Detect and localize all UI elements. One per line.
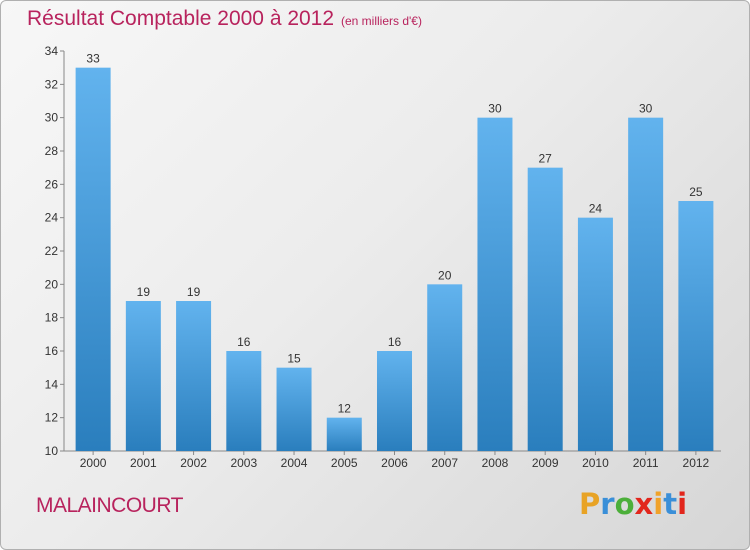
x-tick-label-2012: 2012 xyxy=(683,456,710,470)
x-tick-label-2011: 2011 xyxy=(633,456,659,470)
y-tick-label: 18 xyxy=(45,311,59,325)
x-tick-label-2009: 2009 xyxy=(532,456,559,470)
bar-2000 xyxy=(75,67,111,452)
data-label-2008: 30 xyxy=(488,102,502,116)
bar-layer xyxy=(75,67,714,452)
x-tick-label-2008: 2008 xyxy=(482,456,509,470)
y-tick-label: 16 xyxy=(45,344,59,358)
y-tick-label: 26 xyxy=(45,177,59,191)
data-label-2002: 19 xyxy=(187,285,201,299)
y-tick-label: 20 xyxy=(45,277,59,291)
data-label-2004: 15 xyxy=(287,352,301,366)
commune-name: MALAINCOURT xyxy=(36,494,183,517)
bar-2011 xyxy=(628,117,664,452)
y-tick-label: 28 xyxy=(45,144,59,158)
bar-2006 xyxy=(377,351,412,451)
y-tick-label: 10 xyxy=(45,444,59,458)
brand-letter: x xyxy=(634,487,654,521)
bar-2003 xyxy=(226,351,262,451)
bar-2001 xyxy=(125,301,161,451)
brand-letter: t xyxy=(663,487,678,521)
bar-2004 xyxy=(276,367,312,451)
y-tick-label: 34 xyxy=(45,44,59,58)
bar-2005 xyxy=(326,417,362,451)
bar-2007 xyxy=(427,284,463,451)
bar-2002 xyxy=(176,301,212,451)
brand-logo[interactable]: Proxiti xyxy=(579,487,687,521)
data-label-2012: 25 xyxy=(689,185,703,199)
brand-letter: i xyxy=(677,487,688,521)
x-tick-label-2007: 2007 xyxy=(431,456,458,470)
x-tick-label-2003: 2003 xyxy=(230,456,257,470)
x-tick-label-2010: 2010 xyxy=(582,456,609,470)
y-tick-label: 12 xyxy=(45,411,59,425)
x-tick-label-2004: 2004 xyxy=(281,456,308,470)
y-tick-label: 30 xyxy=(45,111,59,125)
label-layer: 33 19 19 16 15 12 16 20 30 27 24 30 25 xyxy=(86,52,702,416)
brand-letter: r xyxy=(600,487,615,521)
brand-letter: P xyxy=(579,487,601,521)
data-label-2010: 24 xyxy=(589,202,603,216)
x-tick-label-2000: 2000 xyxy=(80,456,107,470)
bar-2010 xyxy=(577,217,613,451)
data-label-2006: 16 xyxy=(388,335,402,349)
brand-letter: o xyxy=(614,487,635,521)
data-label-2007: 20 xyxy=(438,268,452,282)
data-label-2005: 12 xyxy=(338,402,352,416)
brand-letter: i xyxy=(653,487,664,521)
x-tick-label-2002: 2002 xyxy=(180,456,207,470)
chart-subtitle: (en milliers d'€) xyxy=(341,14,422,28)
y-tick-label: 14 xyxy=(45,377,59,391)
x-tick-label-2005: 2005 xyxy=(331,456,358,470)
y-tick-label: 22 xyxy=(45,244,59,258)
y-tick-label: 24 xyxy=(45,211,59,225)
chart-title: Résultat Comptable 2000 à 2012 xyxy=(27,7,335,30)
y-tick-label: 32 xyxy=(45,77,59,91)
data-label-2001: 19 xyxy=(137,285,151,299)
data-label-2011: 30 xyxy=(639,102,653,116)
bar-2009 xyxy=(527,167,563,451)
bar-2012 xyxy=(678,201,714,451)
data-label-2009: 27 xyxy=(539,152,553,166)
data-label-2000: 33 xyxy=(86,52,100,66)
data-label-2003: 16 xyxy=(237,335,251,349)
bar-2008 xyxy=(477,117,513,452)
x-tick-label-2001: 2001 xyxy=(130,456,157,470)
x-tick-label-2006: 2006 xyxy=(381,456,408,470)
